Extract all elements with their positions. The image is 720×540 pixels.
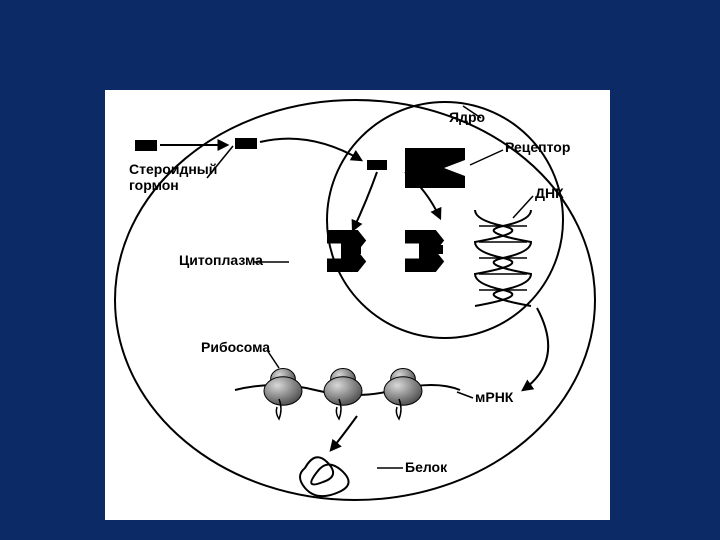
arrow-2	[353, 172, 377, 230]
title-line-2: РЕЦЕПЦИЯ	[0, 44, 720, 83]
diagram-svg: Стероидныйгормон Цитоплазма Рибосома Ядро Ре…	[105, 90, 610, 520]
receptor-shape	[405, 148, 465, 188]
hormone-1	[235, 138, 257, 149]
slide: ВНУТРИКЛЕТОЧНАЯ РЕЦЕПЦИЯ Стероидныйгормо…	[0, 0, 720, 540]
title-line-1: ВНУТРИКЛЕТОЧНАЯ	[0, 6, 720, 45]
arrow-5	[331, 416, 357, 450]
label-receptor: Рецептор	[505, 139, 570, 155]
ribosome-1	[324, 369, 362, 419]
label-dna: ДНК	[535, 185, 564, 201]
cell-membrane	[115, 100, 595, 500]
arrow-4	[523, 308, 548, 390]
hormone-2	[367, 160, 387, 170]
hormone-0	[135, 140, 157, 151]
label-steroid_hormone: Стероидныйгормон	[129, 161, 217, 193]
label-nucleus: Ядро	[449, 109, 485, 125]
label-protein: Белок	[405, 459, 448, 475]
ribosome-2	[384, 369, 422, 419]
diagram-panel: Стероидныйгормон Цитоплазма Рибосома Ядро Ре…	[105, 90, 610, 520]
label-mrna: мРНК	[475, 389, 514, 405]
ribosome-0	[264, 369, 302, 419]
protein-squiggle	[300, 457, 349, 496]
dna-helix	[475, 210, 531, 306]
leader-4	[470, 150, 503, 165]
leader-6	[457, 392, 473, 398]
label-ribosome: Рибосома	[201, 339, 270, 355]
label-cytoplasm: Цитоплазма	[179, 252, 263, 268]
nucleus-outline	[327, 102, 563, 338]
